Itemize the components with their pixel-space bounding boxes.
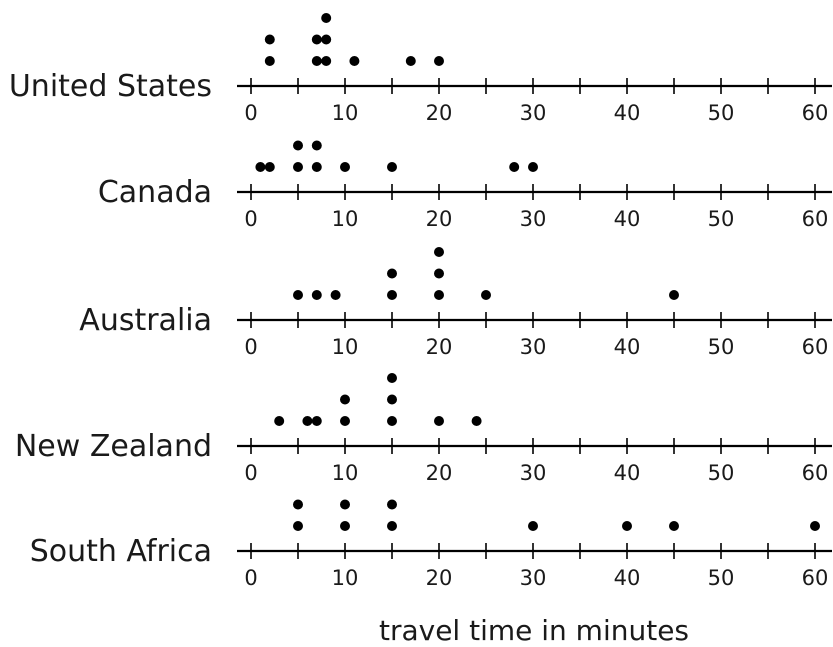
data-dot [340, 521, 350, 531]
data-dot [302, 416, 313, 426]
row-label-canada: Canada [98, 175, 212, 210]
data-dot [349, 56, 360, 66]
data-dot [293, 521, 303, 531]
tick-label: 50 [708, 461, 735, 485]
tick-label: 50 [708, 207, 735, 231]
data-dot [471, 416, 482, 426]
row-australia: Australia 0 10 20 30 40 50 60 [79, 247, 832, 359]
data-dot [387, 416, 397, 426]
data-dot [340, 416, 350, 426]
data-dot [434, 268, 444, 279]
tick-label: 40 [614, 207, 641, 231]
data-dot [528, 162, 538, 172]
data-dot [311, 140, 322, 151]
tick-label: 30 [520, 335, 547, 359]
data-dot [311, 290, 322, 300]
data-dot [274, 416, 285, 426]
data-dot [264, 34, 275, 45]
tick-label: 20 [426, 566, 453, 590]
tick-label: 50 [708, 566, 735, 590]
data-dot [387, 373, 397, 383]
tick-label: 0 [244, 461, 257, 485]
data-dot [669, 521, 679, 531]
data-dot [293, 290, 303, 300]
data-dot [340, 499, 350, 510]
data-dot [330, 290, 341, 300]
tick-label: 20 [426, 461, 453, 485]
row-label-united-states: United States [9, 69, 212, 104]
row-label-south-africa: South Africa [30, 534, 212, 569]
data-dot [405, 56, 416, 66]
tick-label: 30 [520, 101, 547, 125]
data-dot [264, 56, 275, 66]
data-dot [293, 162, 303, 172]
tick-label: 30 [520, 566, 547, 590]
data-dot [509, 162, 520, 172]
tick-label: 30 [520, 461, 547, 485]
tick-label: 60 [802, 566, 829, 590]
data-dot [311, 162, 322, 172]
data-dot [311, 416, 322, 426]
row-new-zealand: New Zealand 0 10 20 30 40 50 60 [15, 373, 832, 485]
data-dot [387, 162, 397, 172]
data-dot [387, 268, 397, 279]
data-dot [264, 162, 275, 172]
data-dot [434, 247, 444, 257]
data-dot [321, 13, 332, 23]
tick-label: 20 [426, 101, 453, 125]
tick-label: 20 [426, 335, 453, 359]
tick-label: 0 [244, 207, 257, 231]
tick-label: 0 [244, 335, 257, 359]
data-dot [434, 290, 444, 300]
tick-label: 0 [244, 566, 257, 590]
tick-label: 50 [708, 335, 735, 359]
x-axis-label: travel time in minutes [379, 614, 689, 647]
data-dot [321, 34, 332, 45]
data-dot [669, 290, 679, 300]
tick-label: 30 [520, 207, 547, 231]
data-dot [387, 521, 397, 531]
data-dot [340, 394, 350, 405]
row-label-new-zealand: New Zealand [15, 429, 212, 464]
row-canada: Canada 0 10 20 30 40 50 60 [98, 140, 832, 231]
tick-label: 40 [614, 335, 641, 359]
tick-label: 10 [332, 101, 359, 125]
data-dot [434, 56, 444, 66]
data-dot [481, 290, 491, 300]
data-dot [434, 416, 444, 426]
data-dot [255, 162, 266, 172]
data-dot [810, 521, 820, 531]
tick-label: 40 [614, 566, 641, 590]
tick-label: 20 [426, 207, 453, 231]
data-dot [311, 34, 322, 45]
tick-label: 10 [332, 566, 359, 590]
data-dot [321, 56, 332, 66]
row-label-australia: Australia [79, 303, 212, 338]
tick-label: 10 [332, 461, 359, 485]
data-dot [311, 56, 322, 66]
tick-label: 60 [802, 461, 829, 485]
tick-label: 50 [708, 101, 735, 125]
tick-label: 60 [802, 101, 829, 125]
data-dot [622, 521, 632, 531]
tick-label: 60 [802, 207, 829, 231]
tick-label: 60 [802, 335, 829, 359]
data-dot [293, 499, 303, 510]
tick-label: 40 [614, 461, 641, 485]
data-dot [293, 140, 303, 151]
row-united-states: United States 0 10 20 30 40 50 60 [9, 13, 832, 125]
data-dot [528, 521, 538, 531]
rows-layer: United States 0 10 20 30 40 50 60 Canada 0 10 20 30 4… [9, 13, 832, 590]
data-dot [387, 394, 397, 405]
tick-label: 10 [332, 207, 359, 231]
tick-label: 10 [332, 335, 359, 359]
data-dot [387, 499, 397, 510]
data-dot [340, 162, 350, 172]
tick-label: 40 [614, 101, 641, 125]
row-south-africa: South Africa 0 10 20 30 40 50 60 [30, 499, 832, 590]
data-dot [387, 290, 397, 300]
tick-label: 0 [244, 101, 257, 125]
